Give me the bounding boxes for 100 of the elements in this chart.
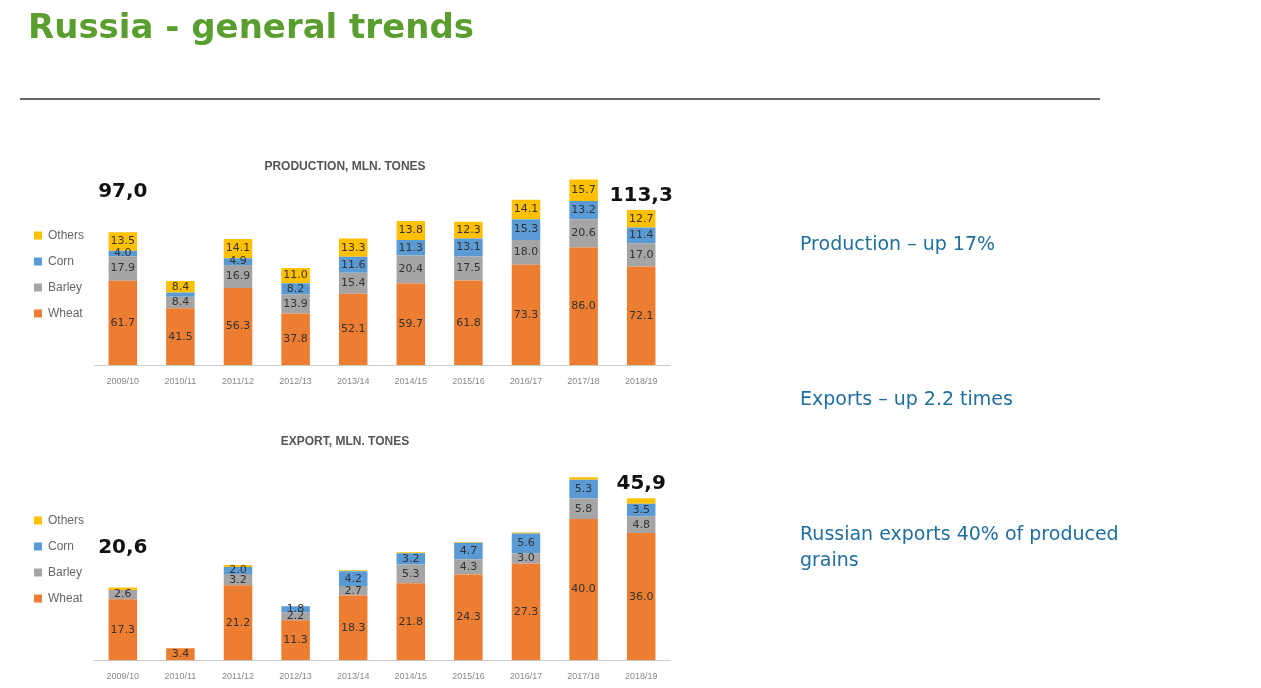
data-label: 3.2 — [229, 572, 247, 586]
data-label: 36.0 — [628, 589, 654, 603]
x-tick-label: 2010/11 — [164, 671, 197, 682]
data-label: 15.4 — [340, 276, 366, 290]
data-label: 17.3 — [110, 622, 136, 636]
legend-label: Others — [48, 512, 85, 527]
data-label: 18.3 — [340, 620, 366, 634]
data-label: 73.3 — [513, 307, 539, 321]
data-label: 4.9 — [229, 254, 247, 268]
data-label: 59.7 — [398, 317, 424, 331]
data-label: 11.3 — [283, 633, 308, 647]
data-label: 8.2 — [286, 281, 305, 295]
data-label: 3.2 — [402, 551, 420, 565]
data-label: 5.6 — [517, 536, 535, 550]
data-label: 18.0 — [513, 245, 539, 259]
x-tick-label: 2016/17 — [509, 376, 543, 387]
text: Russian exports 40% of produced grains — [800, 521, 1120, 572]
data-label: 21.8 — [398, 614, 424, 628]
x-tick-label: 2011/12 — [222, 671, 254, 682]
data-label: 56.3 — [225, 319, 251, 333]
text: Russia - general trends — [28, 6, 474, 46]
data-label: 4.8 — [632, 517, 650, 531]
data-label: 13.1 — [456, 240, 481, 254]
data-label: 27.3 — [513, 604, 539, 618]
x-tick-label: 2009/10 — [106, 671, 140, 682]
legend-label: Corn — [48, 538, 75, 553]
data-label: 15.3 — [513, 222, 539, 236]
data-label: 15.7 — [571, 183, 596, 197]
data-label: 12.3 — [456, 223, 481, 237]
data-label: 17.5 — [456, 261, 481, 275]
data-label: 2.7 — [344, 583, 362, 597]
data-label: 5.3 — [574, 482, 593, 496]
data-label: 21.2 — [225, 615, 251, 629]
data-label: 17.9 — [110, 261, 136, 275]
data-label: 40.0 — [571, 582, 596, 596]
x-tick-label: 2014/15 — [394, 671, 428, 682]
data-label: 37.8 — [283, 332, 308, 346]
data-label: 8.4 — [171, 295, 190, 309]
x-tick-label: 2017/18 — [567, 671, 600, 682]
x-tick-label: 2010/11 — [164, 376, 197, 387]
x-tick-label: 2013/14 — [336, 671, 370, 682]
data-label: 5.3 — [402, 566, 420, 580]
text: Production – up 17% — [800, 231, 997, 256]
data-label: 61.7 — [110, 315, 136, 329]
data-label: 13.3 — [340, 240, 366, 254]
x-tick-label: 2018/19 — [624, 376, 658, 387]
data-label: 3.5 — [632, 502, 650, 516]
x-tick-label: 2015/16 — [452, 671, 485, 682]
data-label: 72.1 — [628, 308, 654, 322]
data-label: 11.4 — [628, 228, 654, 242]
data-label: 14.1 — [513, 202, 539, 216]
total-label: 113,3 — [609, 182, 673, 207]
data-label: 52.1 — [340, 322, 366, 336]
text: Exports – up 2.2 times — [800, 386, 1014, 411]
x-tick-label: 2009/10 — [106, 376, 140, 387]
data-label: 13.5 — [110, 234, 136, 248]
data-label: 13.9 — [283, 296, 308, 310]
x-tick-label: 2015/16 — [452, 376, 485, 387]
legend-label: Barley — [48, 564, 83, 579]
data-label: 4.2 — [344, 571, 362, 585]
data-label: 17.0 — [628, 247, 654, 261]
x-tick-label: 2013/14 — [336, 376, 370, 387]
data-label: 20.6 — [571, 226, 596, 240]
x-tick-label: 2012/13 — [279, 671, 312, 682]
chart-title: PRODUCTION, MLN. TONES — [264, 158, 426, 173]
data-label: 86.0 — [571, 299, 596, 313]
legend-label: Wheat — [48, 305, 84, 320]
data-label: 4.7 — [459, 543, 478, 557]
data-label: 13.2 — [571, 202, 596, 216]
chart-title: EXPORT, MLN. TONES — [280, 433, 410, 448]
data-label: 3.0 — [517, 551, 535, 565]
data-label: 24.3 — [456, 610, 481, 624]
total-label: 45,9 — [616, 470, 666, 495]
x-tick-label: 2016/17 — [509, 671, 543, 682]
x-tick-label: 2017/18 — [567, 376, 600, 387]
x-tick-label: 2012/13 — [279, 376, 312, 387]
legend-label: Corn — [48, 253, 75, 268]
legend-label: Barley — [48, 279, 83, 294]
data-label: 41.5 — [168, 329, 193, 343]
data-label: 11.6 — [340, 257, 366, 271]
data-label: 61.8 — [456, 315, 481, 329]
x-tick-label: 2014/15 — [394, 376, 428, 387]
data-label: 12.7 — [628, 211, 654, 225]
data-label: 3.4 — [171, 647, 190, 661]
data-label: 8.4 — [171, 279, 190, 293]
x-tick-label: 2018/19 — [624, 671, 658, 682]
data-label: 13.8 — [398, 223, 424, 237]
data-label: 14.1 — [225, 241, 251, 255]
data-label: 11.3 — [398, 240, 424, 254]
total-label: 20,6 — [98, 533, 148, 558]
data-label: 4.3 — [459, 559, 478, 573]
data-label: 2.6 — [114, 587, 132, 601]
total-label: 97,0 — [98, 178, 148, 203]
legend-label: Others — [48, 227, 85, 242]
legend-label: Wheat — [48, 590, 84, 605]
data-label: 5.8 — [574, 501, 593, 515]
x-tick-label: 2011/12 — [222, 376, 254, 387]
data-label: 11.0 — [283, 268, 308, 282]
data-label: 16.9 — [225, 269, 251, 283]
data-label: 20.4 — [398, 262, 424, 276]
